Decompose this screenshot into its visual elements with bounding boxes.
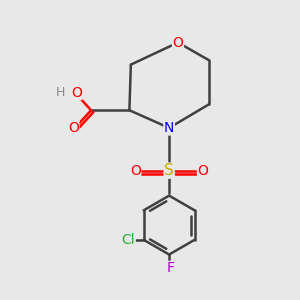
- Text: N: N: [164, 121, 174, 135]
- Text: Cl: Cl: [122, 233, 135, 247]
- Text: F: F: [167, 261, 175, 275]
- Text: H: H: [56, 86, 65, 99]
- Text: O: O: [130, 164, 141, 178]
- Text: S: S: [164, 163, 174, 178]
- Text: O: O: [71, 85, 82, 100]
- Text: O: O: [198, 164, 208, 178]
- Text: O: O: [172, 35, 183, 50]
- Text: O: O: [68, 121, 79, 135]
